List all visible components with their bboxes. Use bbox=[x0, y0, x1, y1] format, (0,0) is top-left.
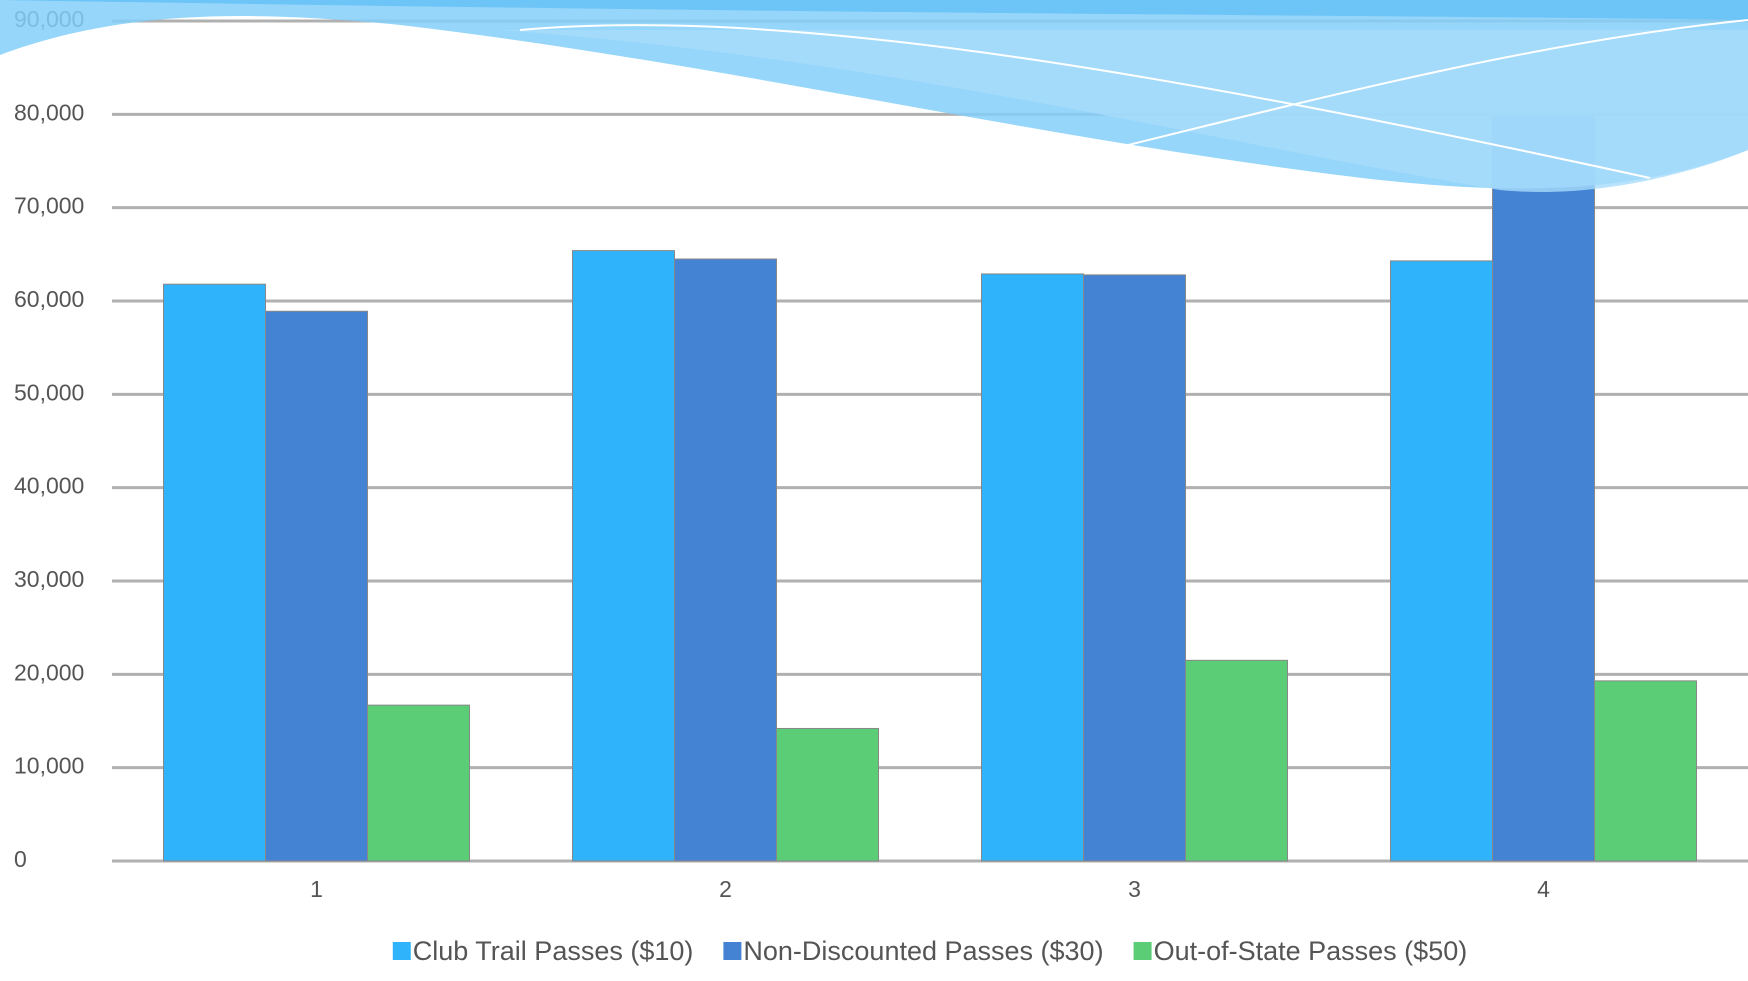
x-tick-label: 2 bbox=[719, 876, 732, 902]
x-tick-label: 4 bbox=[1537, 876, 1550, 902]
bar bbox=[1186, 660, 1288, 861]
y-tick-label: 50,000 bbox=[14, 379, 84, 405]
x-tick-label: 3 bbox=[1128, 876, 1141, 902]
y-tick-label: 10,000 bbox=[14, 753, 84, 779]
y-tick-label: 40,000 bbox=[14, 473, 84, 499]
bar bbox=[1391, 261, 1493, 861]
bar bbox=[675, 259, 777, 861]
y-tick-label: 70,000 bbox=[14, 193, 84, 219]
legend-label: Out-of-State Passes ($50) bbox=[1154, 936, 1468, 966]
legend-label: Club Trail Passes ($10) bbox=[413, 936, 694, 966]
y-tick-label: 20,000 bbox=[14, 659, 84, 685]
bar bbox=[573, 251, 675, 861]
bar bbox=[982, 274, 1084, 861]
legend-swatch bbox=[393, 942, 411, 960]
y-tick-label: 0 bbox=[14, 846, 27, 872]
y-tick-label: 80,000 bbox=[14, 99, 84, 125]
bar bbox=[266, 311, 368, 861]
y-tick-label: 30,000 bbox=[14, 566, 84, 592]
legend-label: Non-Discounted Passes ($30) bbox=[743, 936, 1103, 966]
bar bbox=[164, 284, 266, 861]
y-tick-label: 60,000 bbox=[14, 286, 84, 312]
legend-swatch bbox=[1134, 942, 1152, 960]
chart: 0 10,000 20,000 30,000 40,000 50,000 60,000 70,… bbox=[0, 0, 1748, 981]
x-tick-label: 1 bbox=[310, 876, 323, 902]
bar bbox=[1084, 275, 1186, 861]
legend-swatch bbox=[723, 942, 741, 960]
decorative-wave bbox=[0, 0, 1748, 192]
bar bbox=[777, 728, 879, 861]
bar bbox=[1595, 681, 1697, 861]
bar bbox=[1493, 116, 1595, 861]
bar bbox=[368, 705, 470, 861]
